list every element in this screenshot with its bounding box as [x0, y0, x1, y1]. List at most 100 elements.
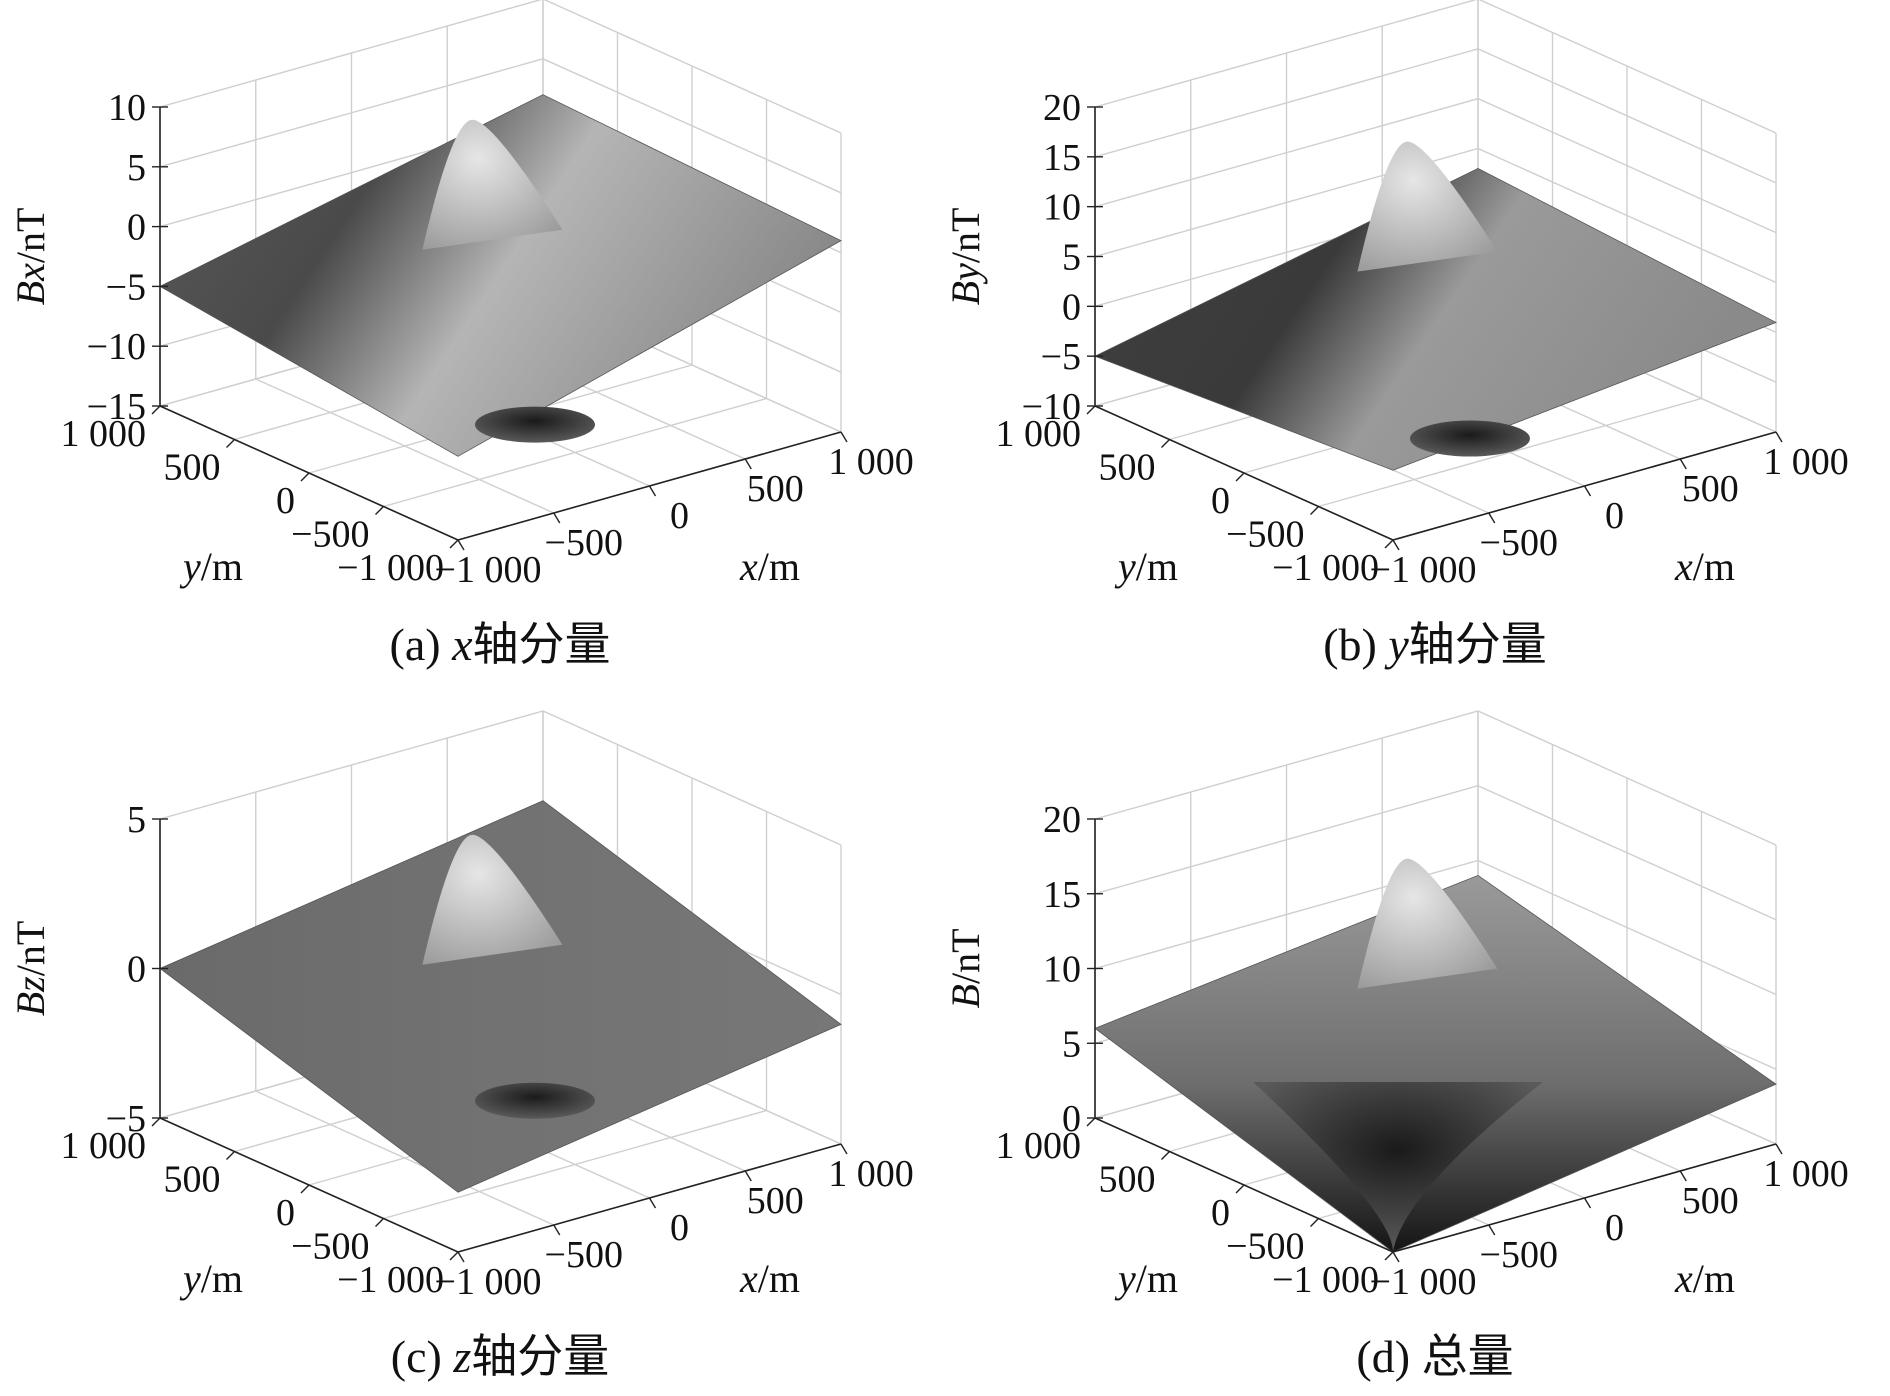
z-tick-label: 20	[1043, 799, 1081, 841]
x-tick-label: −500	[545, 522, 623, 564]
y-tick-label: 1 000	[996, 413, 1082, 455]
z-tick-label: −5	[106, 1098, 146, 1140]
y-tick	[226, 439, 235, 448]
x-axis-label: x/m	[1674, 1256, 1735, 1301]
z-tick-label: −10	[1022, 386, 1081, 428]
panel-caption: (c) z轴分量	[391, 1331, 609, 1382]
y-tick	[151, 1117, 161, 1127]
y-tick-label: 0	[1211, 480, 1230, 522]
z-tick-label: 5	[127, 147, 146, 189]
y-tick	[1086, 1117, 1096, 1127]
surface-peak	[422, 119, 563, 250]
x-axis-label: x/m	[739, 544, 800, 589]
y-tick	[151, 405, 161, 415]
x-tick-label: 1 000	[1763, 441, 1849, 483]
x-axis-label: x/m	[1674, 544, 1735, 589]
x-tick-label: 500	[747, 1180, 804, 1222]
z-tick-label: 10	[1043, 187, 1081, 229]
y-tick-label: −500	[1226, 514, 1304, 556]
surface	[1093, 141, 1777, 471]
x-tick	[744, 458, 752, 470]
surface-peak	[1357, 141, 1498, 272]
z-tick-label: 5	[1062, 237, 1081, 279]
y-tick-label: −1 000	[337, 1259, 444, 1301]
x-tick	[1583, 485, 1592, 497]
x-tick-label: 1 000	[828, 1153, 914, 1195]
y-tick	[1161, 439, 1170, 448]
x-tick-label: −1 000	[1370, 1261, 1477, 1303]
y-tick-label: 500	[164, 447, 221, 489]
surface-trough	[1253, 1082, 1543, 1252]
z-tick-label: 10	[1043, 949, 1081, 991]
x-tick	[744, 1170, 752, 1182]
y-tick-label: −500	[291, 1226, 369, 1268]
y-tick	[300, 1184, 310, 1194]
x-tick-label: −500	[545, 1234, 623, 1276]
x-tick	[840, 431, 848, 443]
y-tick	[449, 539, 459, 549]
x-tick-label: 500	[747, 468, 804, 510]
y-tick-label: 1 000	[996, 1125, 1082, 1167]
x-tick	[553, 512, 561, 524]
surface-peak	[1357, 858, 1498, 989]
grid-line	[1094, 147, 1777, 284]
z-tick-label: 0	[1062, 286, 1081, 328]
x-tick-label: −500	[1480, 1234, 1558, 1276]
x-tick	[1679, 458, 1687, 470]
panel-caption: (d) 总量	[1356, 1331, 1513, 1382]
y-tick-label: −500	[1226, 1226, 1304, 1268]
x-tick-label: 0	[1605, 495, 1624, 537]
x-axis-label: x/m	[739, 1256, 800, 1301]
surface	[1094, 858, 1777, 1253]
x-tick	[1583, 1197, 1592, 1209]
y-tick-label: 0	[276, 1192, 295, 1234]
surface-peak	[422, 834, 563, 965]
y-tick-label: −1 000	[1272, 1259, 1379, 1301]
y-tick	[1235, 1184, 1245, 1194]
surface	[159, 800, 842, 1193]
y-tick	[1235, 472, 1245, 482]
y-axis-label: y/m	[179, 1256, 243, 1301]
z-tick-label: 15	[1043, 137, 1081, 179]
x-tick-label: 1 000	[828, 441, 914, 483]
grid-line	[1094, 859, 1777, 996]
grid-line	[159, 0, 842, 134]
x-tick	[457, 1251, 465, 1263]
y-tick-label: 500	[1099, 447, 1156, 489]
y-tick	[449, 1251, 459, 1261]
z-axis-label: Bz/nT	[8, 921, 53, 1017]
x-tick	[648, 1197, 657, 1209]
grid-line	[1094, 785, 1777, 921]
y-tick	[375, 506, 384, 515]
surface-trough	[1409, 420, 1530, 457]
surface	[159, 94, 842, 457]
x-tick	[1392, 1251, 1400, 1263]
surface-mesh	[159, 94, 842, 457]
y-axis-label: y/m	[179, 544, 243, 589]
x-tick-label: −1 000	[435, 549, 542, 591]
y-tick	[1310, 506, 1319, 515]
z-tick-label: 0	[127, 207, 146, 249]
surface-trough	[474, 1082, 595, 1119]
x-tick-label: 500	[1682, 468, 1739, 510]
grid-line	[1094, 710, 1777, 846]
z-tick-label: −10	[87, 326, 146, 368]
z-tick-label: 5	[127, 799, 146, 841]
grid-line	[1094, 0, 1777, 134]
x-tick-label: 0	[670, 495, 689, 537]
y-tick	[300, 472, 310, 482]
z-tick-label: −5	[1041, 336, 1081, 378]
x-tick-label: 500	[1682, 1180, 1739, 1222]
y-tick-label: 0	[1211, 1192, 1230, 1234]
x-tick	[1679, 1170, 1687, 1182]
y-tick-label: 1 000	[61, 1125, 147, 1167]
surface-trough	[474, 406, 595, 443]
y-tick	[1161, 1151, 1170, 1160]
z-tick-label: 5	[1062, 1023, 1081, 1065]
panel-caption: (a) x轴分量	[390, 619, 611, 670]
x-tick	[840, 1143, 848, 1155]
z-axis-label: By/nT	[943, 208, 988, 306]
y-tick-label: 500	[164, 1159, 221, 1201]
x-tick	[1488, 1224, 1496, 1236]
